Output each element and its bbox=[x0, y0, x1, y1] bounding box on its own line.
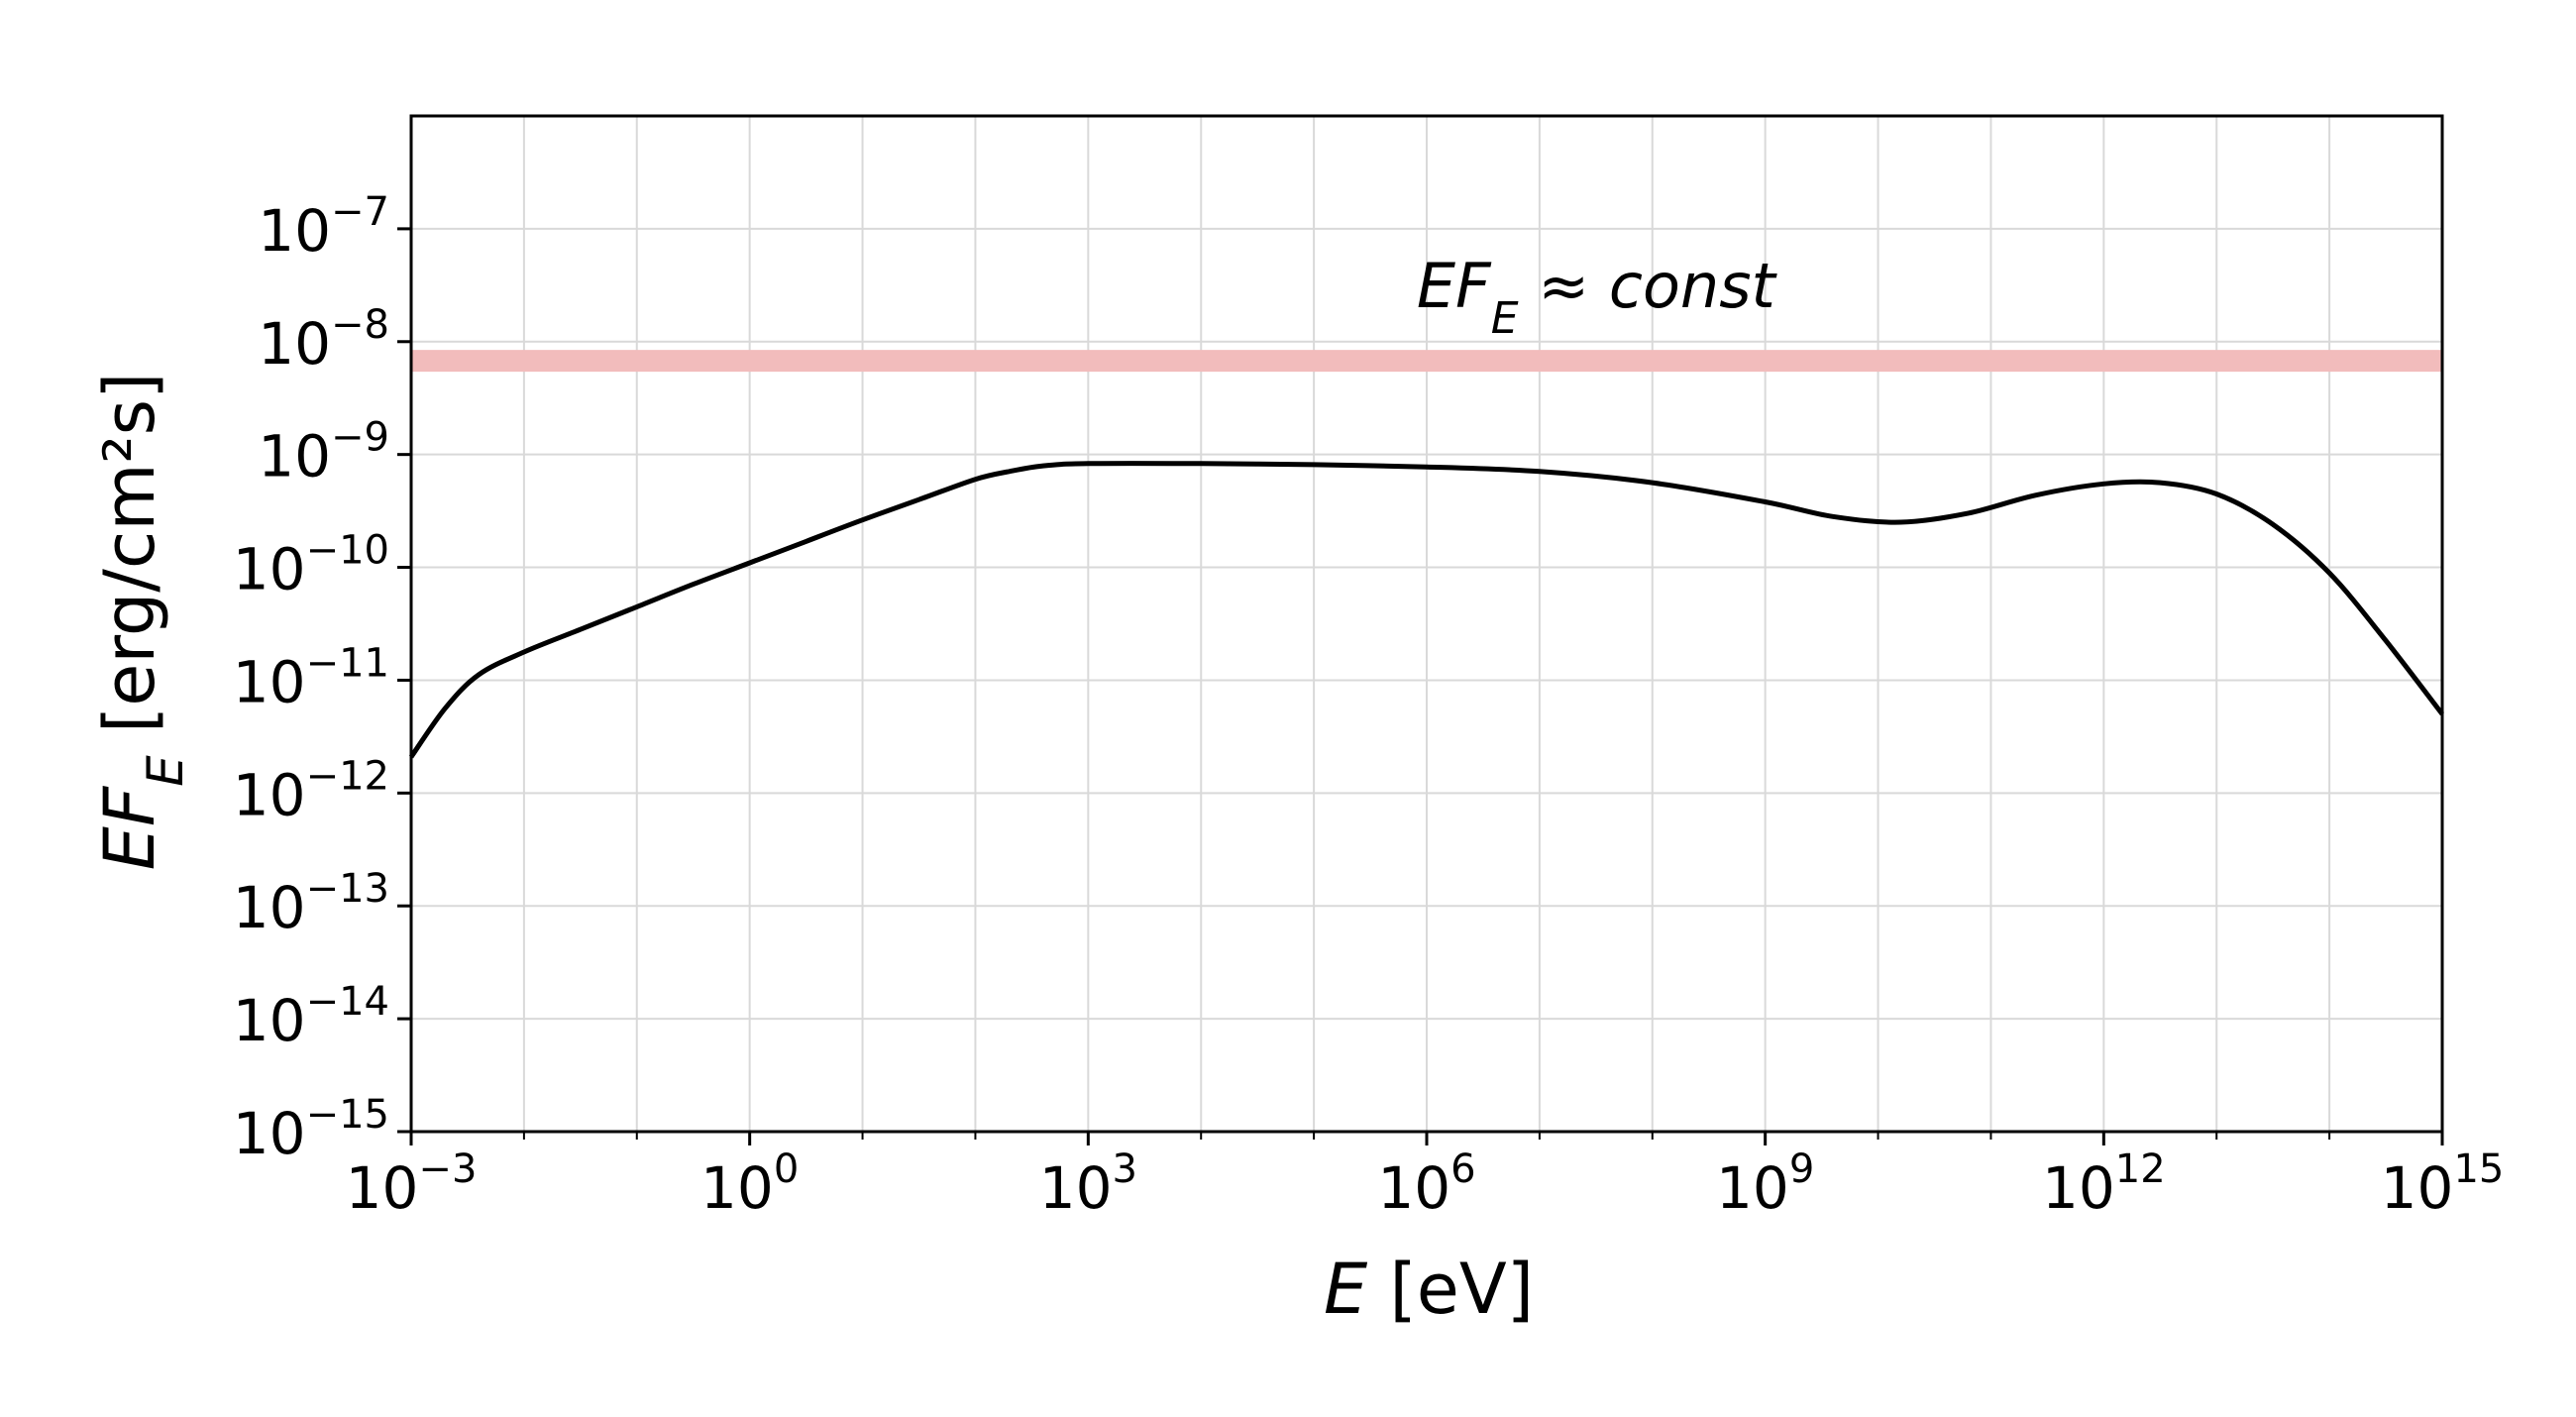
x-tick-label-base: 10 bbox=[1039, 1154, 1113, 1222]
x-tick-label-exp: 9 bbox=[1789, 1146, 1814, 1192]
y-tick-label-exp: −8 bbox=[331, 302, 389, 348]
x-axis-label: E [eV] bbox=[1324, 1249, 1534, 1330]
x-tick-label-exp: 6 bbox=[1450, 1146, 1475, 1192]
annotation-rhs: const bbox=[1609, 250, 1778, 322]
y-tick-label-exp: −14 bbox=[306, 979, 389, 1025]
x-tick-label-base: 10 bbox=[2042, 1154, 2115, 1222]
x-tick-label-exp: 0 bbox=[774, 1146, 799, 1192]
y-tick-label: 10−10 bbox=[233, 528, 389, 603]
y-tick-label: 10−14 bbox=[233, 979, 389, 1054]
x-tick-label-base: 10 bbox=[346, 1154, 419, 1222]
y-tick-label: 10−13 bbox=[233, 866, 389, 941]
x-tick-label-base: 10 bbox=[1716, 1154, 1789, 1222]
y-axis-label-sub: E bbox=[137, 755, 194, 787]
y-tick-label: 10−15 bbox=[233, 1092, 389, 1167]
y-tick-label: 10−9 bbox=[258, 415, 389, 490]
y-tick-label-base: 10 bbox=[258, 197, 331, 265]
x-tick-label: 1012 bbox=[2042, 1146, 2166, 1222]
annotation-sub: E bbox=[1491, 292, 1519, 343]
y-axis-label-unit: [erg/cm²s] bbox=[89, 373, 170, 756]
annotation-lhs: EF bbox=[1417, 250, 1492, 322]
annotation-op: ≈ bbox=[1519, 250, 1609, 322]
x-tick-label: 109 bbox=[1716, 1146, 1814, 1222]
y-tick-label-base: 10 bbox=[258, 423, 331, 490]
x-tick-label: 106 bbox=[1377, 1146, 1475, 1222]
constant-band bbox=[411, 350, 2442, 373]
x-axis-label-symbol: E bbox=[1324, 1249, 1368, 1330]
data-series-line bbox=[408, 461, 2444, 759]
y-tick-label-base: 10 bbox=[233, 1100, 306, 1167]
annotation: EFE ≈ const bbox=[1417, 250, 1778, 344]
y-tick-label-exp: −11 bbox=[306, 640, 389, 686]
x-axis-label-unit: [eV] bbox=[1367, 1249, 1534, 1330]
y-tick-label-exp: −10 bbox=[306, 528, 389, 574]
y-tick-label-base: 10 bbox=[233, 648, 306, 715]
y-axis-label: EFE [erg/cm²s] bbox=[89, 373, 194, 871]
x-tick-label-base: 10 bbox=[2381, 1154, 2454, 1222]
y-tick-label-exp: −9 bbox=[331, 415, 389, 461]
y-tick-label: 10−11 bbox=[233, 640, 389, 715]
y-tick-label-exp: −15 bbox=[306, 1092, 389, 1138]
y-tick-label-exp: −13 bbox=[306, 866, 389, 912]
y-tick-label-base: 10 bbox=[233, 874, 306, 941]
grid bbox=[411, 116, 2442, 1132]
y-tick-label-base: 10 bbox=[233, 536, 306, 603]
x-tick-label-exp: −3 bbox=[418, 1146, 477, 1192]
x-tick-label-base: 10 bbox=[700, 1154, 774, 1222]
x-tick-label-exp: 15 bbox=[2453, 1146, 2504, 1192]
x-tick-label: 10−3 bbox=[346, 1146, 478, 1222]
y-axis-label-symbol: EF bbox=[89, 785, 170, 870]
x-tick-label: 1015 bbox=[2381, 1146, 2505, 1222]
y-tick-label-exp: −7 bbox=[331, 189, 389, 235]
y-tick-label-base: 10 bbox=[233, 987, 306, 1054]
y-tick-label: 10−12 bbox=[233, 753, 389, 828]
y-tick-label-base: 10 bbox=[258, 310, 331, 378]
ticks bbox=[397, 227, 2444, 1145]
y-tick-label-exp: −12 bbox=[306, 753, 389, 799]
y-tick-label: 10−8 bbox=[258, 302, 389, 378]
y-tick-label-base: 10 bbox=[233, 761, 306, 828]
x-tick-label-exp: 3 bbox=[1113, 1146, 1137, 1192]
x-tick-label: 100 bbox=[700, 1146, 799, 1222]
tick-labels: 10−3 100 103 106 109 1012 101510−710−810−910−1… bbox=[233, 189, 2505, 1222]
x-tick-label-base: 10 bbox=[1377, 1154, 1450, 1222]
x-tick-label: 103 bbox=[1039, 1146, 1137, 1222]
y-tick-label: 10−7 bbox=[258, 189, 389, 265]
x-tick-label-exp: 12 bbox=[2115, 1146, 2166, 1192]
